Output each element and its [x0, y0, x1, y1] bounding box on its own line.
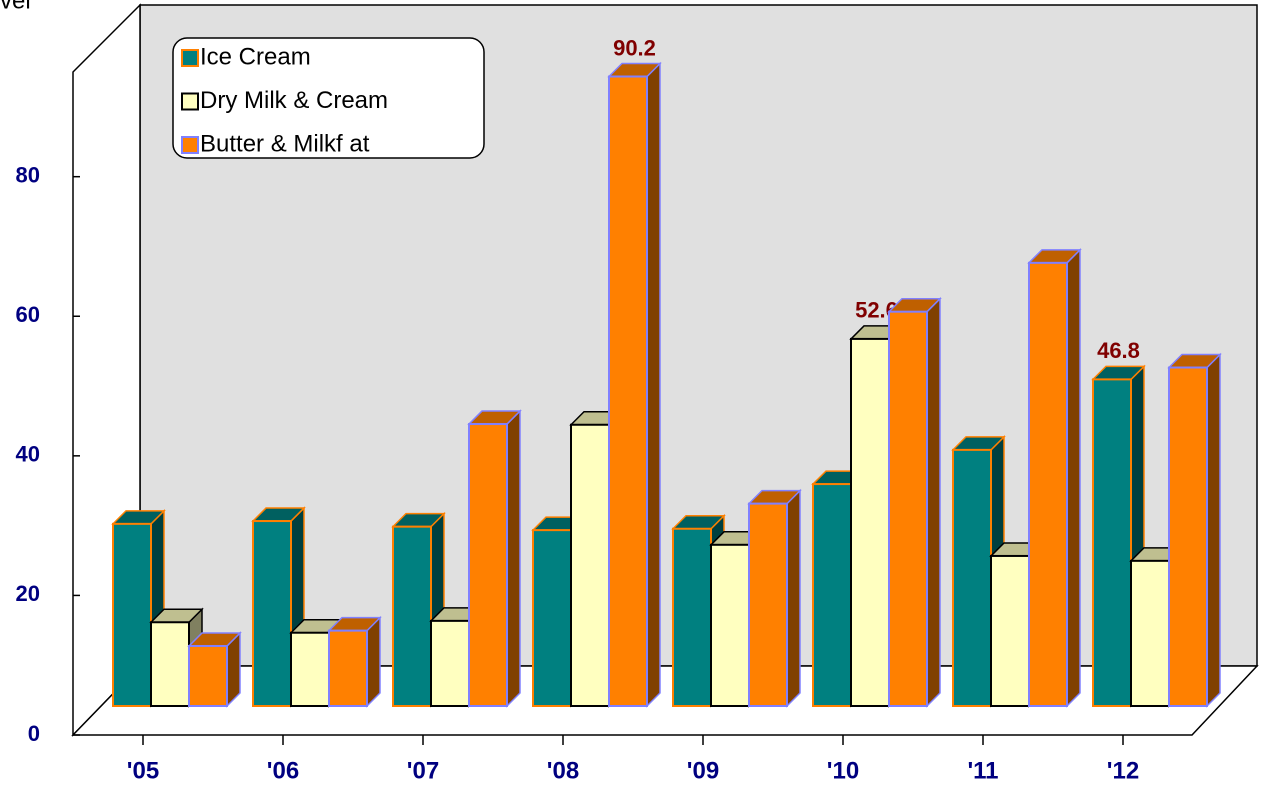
- legend-swatch: [181, 49, 199, 67]
- bar-front: [150, 621, 190, 707]
- bar-front: [290, 631, 330, 708]
- bar-front: [112, 522, 152, 708]
- bar-side: [926, 296, 941, 708]
- bar: [1027, 248, 1082, 708]
- x-tick-label: '12: [1107, 757, 1139, 784]
- bar-front: [392, 525, 432, 707]
- x-tick-label: '07: [407, 757, 439, 784]
- bar: [327, 615, 382, 708]
- chart-title: vel: [0, 0, 31, 14]
- bar-side: [366, 615, 381, 708]
- bar-front: [430, 619, 470, 708]
- legend-swatch: [181, 92, 199, 111]
- bar-front: [748, 502, 788, 708]
- bar-front: [608, 75, 648, 707]
- bar: [887, 296, 942, 708]
- bar-side: [506, 409, 521, 708]
- bar: [1167, 352, 1222, 708]
- x-tick-label: '05: [127, 757, 159, 784]
- x-tick-label: '09: [687, 757, 719, 784]
- bar: [187, 631, 242, 708]
- bar-front: [990, 554, 1030, 707]
- bar-side: [786, 488, 801, 708]
- bar-front: [468, 423, 508, 707]
- y-tick-label: 20: [16, 581, 40, 606]
- bar-side: [1066, 248, 1081, 708]
- bar: [747, 488, 802, 708]
- y-tick-label: 0: [28, 721, 40, 746]
- bar-front: [252, 520, 292, 708]
- bar-front: [570, 423, 610, 707]
- data-label: 46.8: [1097, 338, 1140, 363]
- bar-front: [188, 644, 228, 708]
- legend-label: Butter & Milkf at: [200, 130, 370, 157]
- y-tick-label: 80: [16, 162, 40, 187]
- bar-front: [532, 529, 572, 708]
- bar-side: [1206, 352, 1221, 708]
- data-label: 90.2: [613, 35, 656, 60]
- x-tick-label: '10: [827, 757, 859, 784]
- legend-label: Dry Milk & Cream: [200, 87, 388, 114]
- legend: Ice Cream Dry Milk & Cream Butter & Milkf …: [172, 37, 485, 159]
- bar-front: [1168, 366, 1208, 707]
- bar-front: [1130, 559, 1170, 707]
- bar: [467, 409, 522, 708]
- x-tick-label: '11: [967, 757, 998, 784]
- legend-box: [172, 37, 485, 159]
- y-tick-label: 60: [16, 302, 40, 327]
- bar-front: [1028, 261, 1068, 707]
- legend-label: Ice Cream: [200, 43, 311, 70]
- bar-front: [710, 543, 750, 707]
- y-tick-label: 40: [16, 442, 40, 467]
- bar: [607, 61, 662, 708]
- bar-front: [1092, 378, 1132, 707]
- bar-front: [812, 483, 852, 708]
- bar-front: [672, 527, 712, 707]
- bar-front: [328, 629, 368, 708]
- x-tick-label: '06: [267, 757, 299, 784]
- bar-front: [850, 337, 890, 707]
- x-tick-label: '08: [547, 757, 579, 784]
- bar-front: [888, 310, 928, 707]
- bar: [951, 435, 1006, 708]
- bar-front: [952, 448, 992, 707]
- legend-swatch: [181, 136, 199, 154]
- bar-side: [646, 61, 661, 708]
